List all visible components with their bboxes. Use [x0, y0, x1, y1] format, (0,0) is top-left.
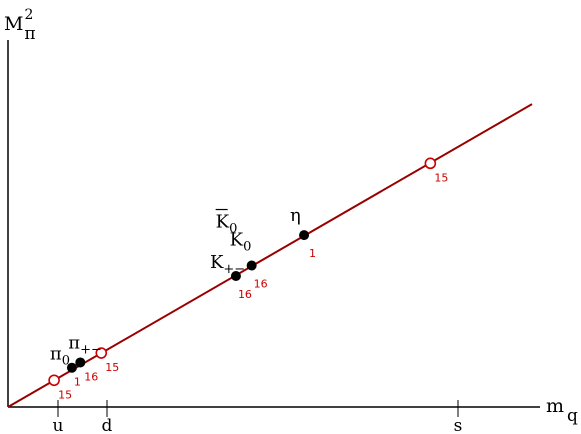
open-point-open-mid — [95, 347, 108, 359]
point-ann-eta: 1 — [309, 247, 316, 260]
filled-points: π0 1 π+− 16 K+− 16 K0 16 K0 η 1 — [50, 205, 316, 389]
x-tick-label-d: d — [102, 416, 113, 434]
point-label-pi0: π0 — [50, 344, 70, 369]
fit-line — [7, 103, 533, 408]
open-point-label-open-low: 15 — [58, 388, 72, 401]
axes — [7, 40, 540, 408]
open-point-label-open-high: 15 — [434, 171, 448, 184]
point-K-plus-minus — [230, 271, 241, 281]
point-label-eta: η — [290, 205, 301, 226]
point-ann-pi-plus-minus: 16 — [84, 370, 98, 383]
fit-line-path — [7, 103, 533, 408]
open-point-open-low — [48, 374, 60, 387]
axis-labels: M2 π m q — [4, 7, 578, 426]
open-point-label-open-mid: 15 — [105, 361, 119, 374]
point-ann-K-plus-minus: 16 — [238, 288, 252, 301]
point-label-pi-plus-minus: π+− — [68, 332, 102, 357]
point-pi-plus-minus — [75, 357, 86, 368]
x-tick-label-s: s — [454, 416, 463, 434]
point-pi0 — [66, 362, 77, 373]
point-label-K0bar: K0 — [216, 212, 238, 237]
x-tick-label-u: u — [53, 416, 64, 434]
point-label-K0: K0 — [230, 230, 252, 255]
point-label-K-plus-minus: K+− — [210, 252, 245, 277]
open-points: 15 15 15 — [48, 157, 448, 401]
point-eta — [299, 230, 310, 241]
point-K0 — [246, 260, 257, 271]
point-ann-K0: 16 — [254, 278, 268, 291]
point-ann-pi0: 1 — [74, 376, 81, 389]
y-axis-label: M2 π — [4, 7, 36, 44]
open-point-open-high — [424, 157, 437, 170]
